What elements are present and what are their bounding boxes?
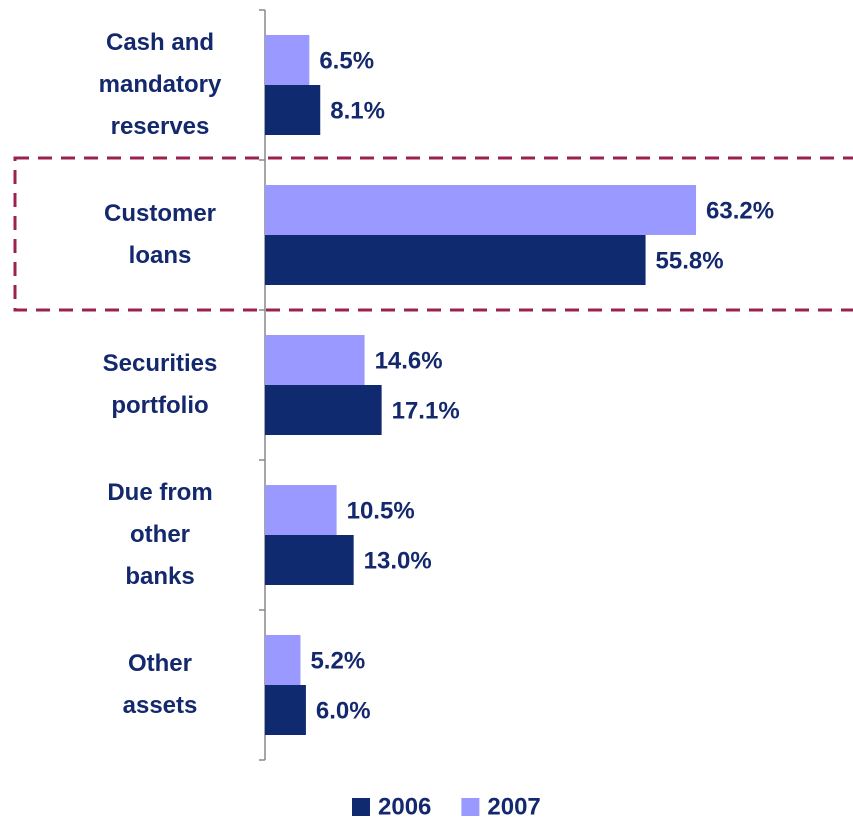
value-label: 55.8%: [656, 247, 724, 274]
value-label: 6.5%: [319, 47, 374, 74]
bar: [265, 535, 354, 585]
bar: [265, 235, 646, 285]
bar: [265, 185, 697, 235]
highlight-box: [13, 156, 853, 312]
value-label: 8.1%: [330, 97, 385, 124]
legend-swatch: [461, 798, 480, 816]
bar: [265, 685, 306, 735]
category-label: Other assets: [122, 650, 198, 719]
category-label: Due from other banks: [107, 479, 213, 590]
category-label-box: Cash and mandatory reserves: [80, 10, 240, 160]
bar: [265, 385, 382, 435]
bar: [265, 635, 301, 685]
value-label: 13.0%: [364, 547, 432, 574]
legend-swatch: [352, 798, 370, 816]
category-label-box: Due from other banks: [80, 460, 240, 610]
category-label-box: Securities portfolio: [80, 310, 240, 460]
bar: [265, 85, 321, 135]
value-label: 6.0%: [316, 697, 371, 724]
value-label: 17.1%: [392, 397, 460, 424]
value-label: 5.2%: [310, 647, 365, 674]
legend-label: 2007: [487, 793, 540, 820]
category-label-box: Other assets: [80, 610, 240, 760]
legend-label: 2006: [378, 793, 431, 820]
value-label: 14.6%: [375, 347, 443, 374]
category-label: Cash and mandatory reserves: [98, 29, 222, 140]
bar: [265, 335, 365, 385]
value-label: 63.2%: [706, 197, 774, 224]
bar: [265, 485, 337, 535]
category-label: Customer loans: [103, 200, 217, 269]
category-label-box: Customer loans: [80, 160, 240, 310]
value-label: 10.5%: [347, 497, 415, 524]
bar: [265, 35, 310, 85]
category-label: Securities portfolio: [102, 350, 218, 419]
